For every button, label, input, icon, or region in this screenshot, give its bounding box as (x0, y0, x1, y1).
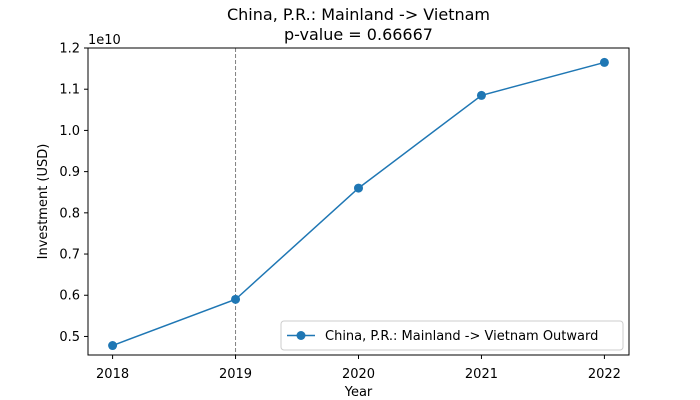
axis-ticks: 2018 2019 2020 2021 2022 0.5 0.6 0.7 0.8 0.9 1.0 1.… (59, 42, 621, 383)
chart-title: China, P.R.: Mainland -> Vietnam (227, 5, 490, 24)
x-tick-label: 2019 (219, 367, 252, 382)
data-point (599, 57, 609, 67)
x-tick-label: 2021 (465, 367, 498, 382)
x-axis-label: Year (344, 385, 373, 400)
data-point (354, 183, 363, 193)
y-axis-label: Investment (USD) (36, 144, 51, 260)
data-point (231, 294, 241, 304)
data-point (108, 341, 118, 351)
y-tick-label: 0.7 (59, 248, 80, 263)
data-point (476, 90, 486, 100)
y-tick-label: 0.6 (59, 289, 80, 304)
legend-box (280, 320, 624, 351)
y-tick-label: 0.5 (59, 330, 80, 345)
y-tick-label: 0.9 (59, 165, 80, 180)
series-line (112, 61, 605, 347)
y-tick-label: 1.0 (59, 124, 80, 139)
legend-label: China, P.R.: Mainland -> Vietnam Outward (325, 329, 598, 344)
x-tick-label: 2020 (342, 367, 375, 382)
legend: China, P.R.: Mainland -> Vietnam Outward (280, 320, 624, 351)
y-offset-label: 1e10 (88, 33, 121, 48)
legend-marker-swatch (296, 331, 306, 340)
y-tick-label: 1.1 (59, 83, 80, 98)
plot-area (108, 48, 609, 355)
y-tick-label: 0.8 (59, 206, 80, 221)
chart-subtitle: p-value = 0.66667 (284, 25, 433, 44)
x-tick-label: 2018 (96, 367, 129, 382)
x-tick-label: 2022 (588, 367, 621, 382)
y-tick-label: 1.2 (59, 42, 80, 57)
plot-frame (87, 47, 630, 356)
